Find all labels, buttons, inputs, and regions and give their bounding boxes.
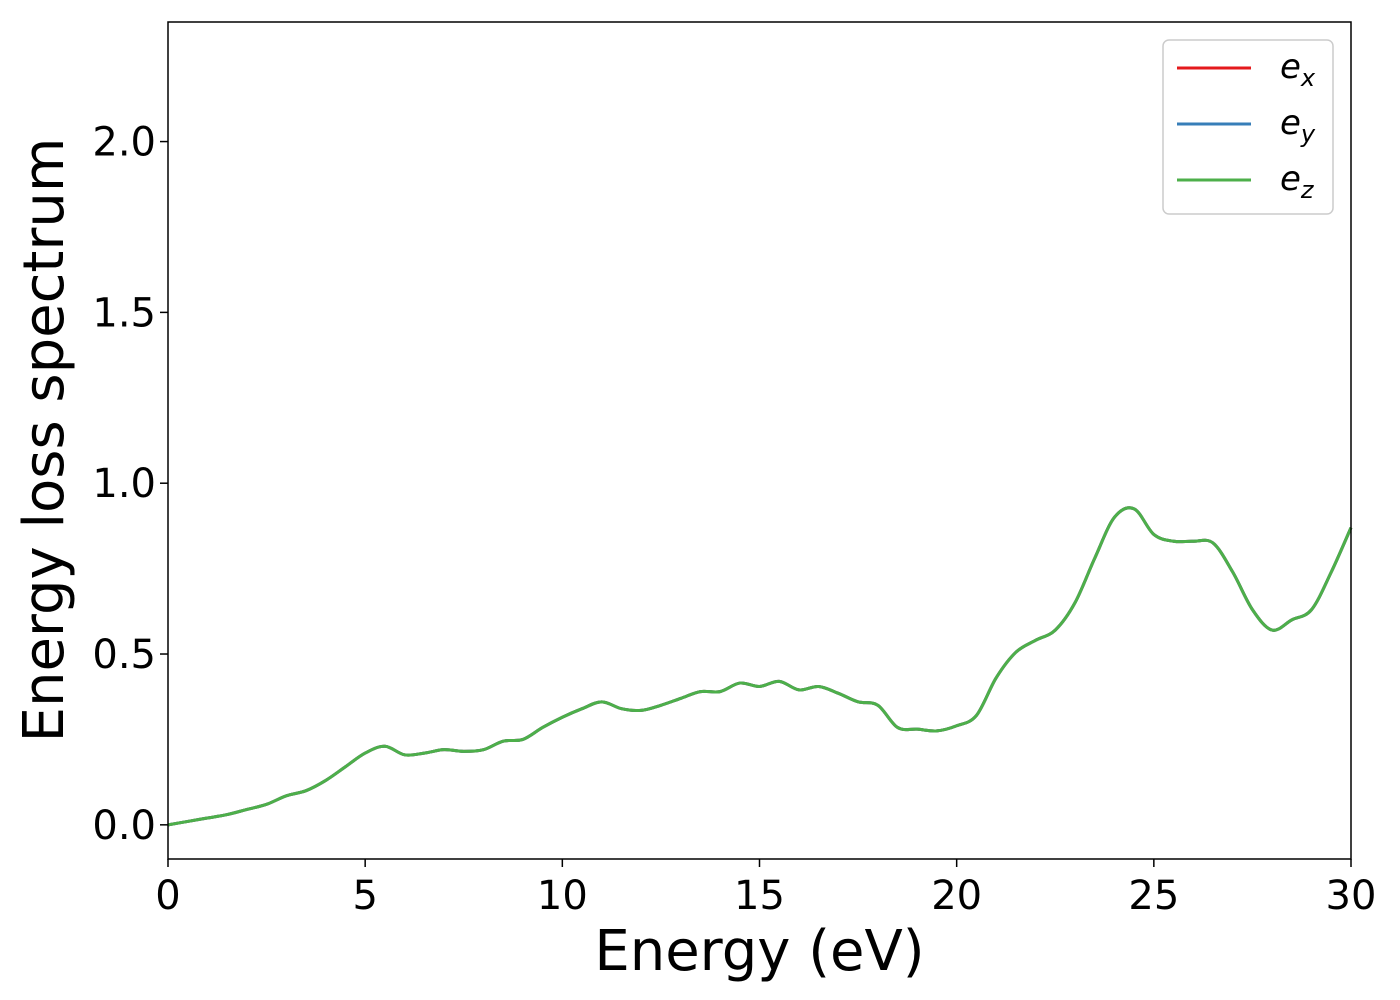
x-tick-label: 10 <box>537 873 588 919</box>
y-tick-label: 0.0 <box>92 803 156 849</box>
x-tick-label: 30 <box>1326 873 1377 919</box>
y-axis-ticks: 0.0 0.5 1.0 1.5 2.0 <box>92 120 168 849</box>
y-tick-label: 2.0 <box>92 120 156 166</box>
y-axis-label: Energy loss spectrum <box>12 138 77 743</box>
x-tick-label: 15 <box>734 873 785 919</box>
legend-label-ex: ex <box>1280 47 1316 92</box>
x-axis-ticks: 0 5 10 15 20 25 30 <box>155 859 1376 919</box>
plot-area <box>168 22 1351 859</box>
x-tick-label: 0 <box>155 873 180 919</box>
x-tick-label: 5 <box>352 873 377 919</box>
x-tick-label: 20 <box>931 873 982 919</box>
y-tick-label: 1.5 <box>92 290 156 336</box>
y-tick-label: 1.0 <box>92 461 156 507</box>
x-axis-label: Energy (eV) <box>594 919 924 984</box>
legend: ex ey ez <box>1162 39 1334 215</box>
legend-label-ez: ez <box>1280 159 1315 204</box>
series-layer <box>167 506 1353 827</box>
x-tick-label: 25 <box>1128 873 1179 919</box>
legend-label-ey: ey <box>1280 103 1316 148</box>
series-line-ez <box>167 506 1353 827</box>
legend-box <box>1162 39 1334 215</box>
y-tick-label: 0.5 <box>92 632 156 678</box>
